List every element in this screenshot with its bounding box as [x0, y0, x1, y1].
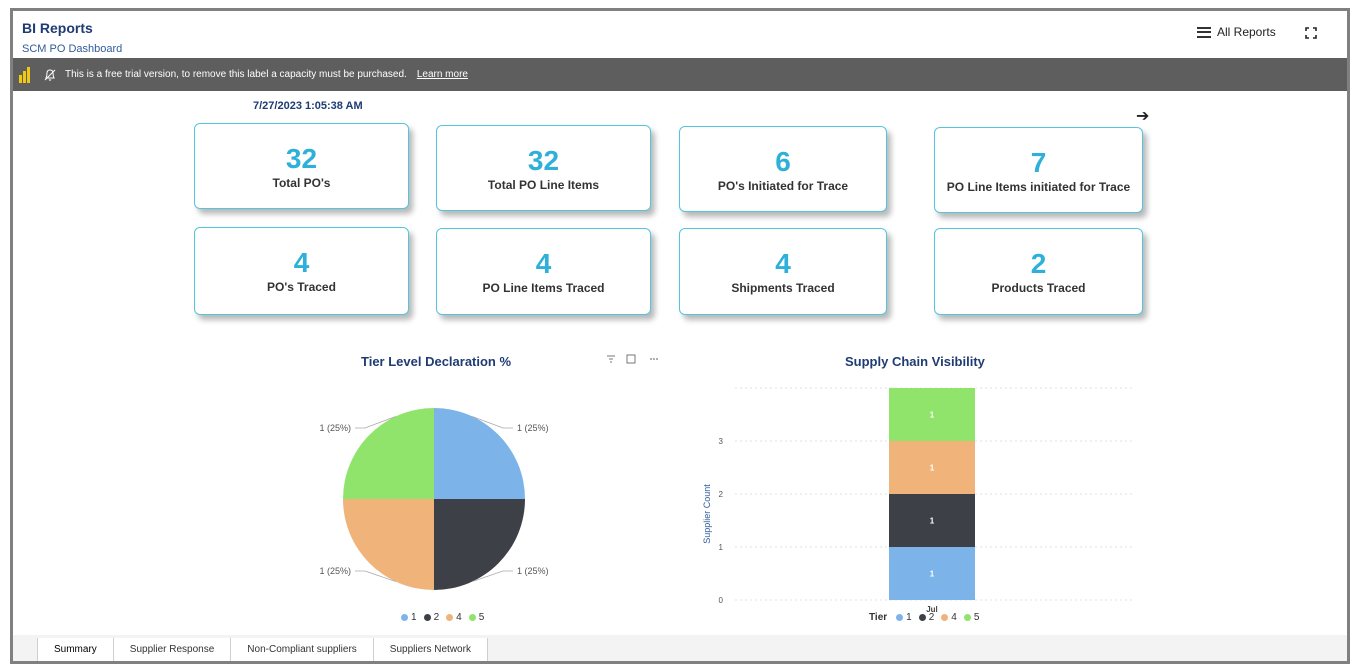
- filter-icon: [607, 355, 615, 363]
- kpi-label: PO's Traced: [267, 280, 336, 294]
- bar-segment-tier-4: [889, 441, 975, 494]
- legend-dot: [918, 614, 926, 621]
- trial-banner: This is a free trial version, to remove …: [13, 58, 1347, 91]
- legend-dot: [941, 614, 949, 621]
- tier-level-chart-panel[interactable]: Tier Level Declaration % 1 (25%) 1 (25%) 1…: [201, 348, 667, 633]
- kpi-value: 32: [527, 145, 560, 176]
- visual-header-icons[interactable]: [605, 354, 665, 366]
- legend-dot: [963, 614, 971, 621]
- kpi-value: 4: [535, 248, 552, 279]
- bar-data-label: 1: [930, 464, 935, 473]
- stacked-bar-chart: 0 1 2 3 Supplier Count 1 1 1 1 Jul: [702, 387, 1135, 614]
- pie-data-label: 1 (25%): [319, 423, 351, 433]
- legend-label: 1: [906, 612, 912, 623]
- y-tick-label: 0: [719, 596, 724, 605]
- kpi-value: 32: [285, 143, 318, 174]
- report-name[interactable]: SCM PO Dashboard: [22, 43, 123, 55]
- kpi-value: 4: [293, 247, 310, 278]
- pie-slice-2: [434, 499, 525, 590]
- arrow-right-icon[interactable]: ➔: [1136, 108, 1150, 125]
- kpi-label: PO Line Items Traced: [482, 281, 605, 295]
- legend-label: 5: [973, 612, 980, 623]
- chart-title: Supply Chain Visibility: [845, 354, 985, 369]
- kpi-card-products-traced[interactable]: 2 Products Traced: [934, 228, 1143, 315]
- y-axis-label: Supplier Count: [702, 484, 712, 544]
- kpi-value: 6: [775, 146, 791, 177]
- tab-suppliers-network[interactable]: Suppliers Network: [373, 638, 488, 661]
- kpi-card-po-line-items-traced[interactable]: 4 PO Line Items Traced: [436, 228, 651, 315]
- fullscreen-icon[interactable]: [1305, 27, 1317, 39]
- pie-legend: 1 2 4 5: [397, 612, 484, 623]
- legend-dot: [401, 614, 408, 621]
- pie-leader-line: [472, 416, 513, 429]
- kpi-value: 4: [775, 248, 791, 279]
- bar-segment-tier-2: [889, 494, 975, 547]
- kpi-label: Shipments Traced: [731, 281, 835, 295]
- bar-data-label: 1: [930, 517, 935, 526]
- legend-label: 2: [433, 612, 440, 623]
- bar-legend: Tier 1 2 4 5: [869, 612, 979, 623]
- kpi-label: Total PO's: [272, 176, 331, 190]
- page-tabs: Summary Supplier Response Non-Compliant …: [37, 638, 488, 661]
- pie-data-label: 1 (25%): [319, 566, 351, 576]
- legend-dot: [446, 614, 454, 621]
- kpi-card-total-po-line-items[interactable]: 32 Total PO Line Items: [436, 125, 651, 211]
- legend-dot: [423, 614, 431, 621]
- y-tick-label: 2: [719, 490, 724, 499]
- tab-non-compliant-suppliers[interactable]: Non-Compliant suppliers: [231, 638, 374, 661]
- pie-data-label: 1 (25%): [517, 423, 549, 433]
- legend-label: 2: [928, 612, 935, 623]
- all-reports-button[interactable]: All Reports: [1197, 25, 1276, 39]
- kpi-card-total-pos[interactable]: 32 Total PO's: [194, 123, 409, 209]
- bell-icon: [44, 68, 56, 81]
- supply-chain-chart-panel[interactable]: Supply Chain Visibility 0 1 2 3 Supplier Cou…: [695, 348, 1145, 633]
- pie-slice-4: [343, 499, 434, 590]
- legend-label: 4: [456, 612, 462, 623]
- y-tick-label: 1: [719, 543, 724, 552]
- legend-label: 5: [478, 612, 485, 623]
- bar-data-label: 1: [930, 411, 935, 420]
- legend-dot: [468, 614, 476, 621]
- more-options-icon: [650, 358, 658, 360]
- pie-chart: 1 (25%) 1 (25%) 1 (25%) 1 (25%): [319, 408, 549, 590]
- y-tick-label: 3: [719, 437, 724, 446]
- refresh-timestamp: 7/27/2023 1:05:38 AM: [253, 100, 363, 112]
- kpi-card-pos-initiated[interactable]: 6 PO's Initiated for Trace: [679, 126, 887, 212]
- kpi-label: PO's Initiated for Trace: [717, 179, 849, 193]
- app-title: BI Reports: [22, 20, 93, 36]
- bar-segment-tier-5: [889, 388, 975, 441]
- kpi-card-pos-traced[interactable]: 4 PO's Traced: [194, 227, 409, 315]
- trial-message: This is a free trial version, to remove …: [65, 69, 407, 80]
- bar-segment-tier-1: [889, 547, 975, 600]
- legend-label: 1: [411, 612, 417, 623]
- bar-data-label: 1: [930, 570, 935, 579]
- tab-summary[interactable]: Summary: [37, 638, 114, 661]
- kpi-card-po-line-items-initiated[interactable]: 7 PO Line Items initiated for Trace: [934, 127, 1143, 213]
- kpi-value: 2: [1030, 248, 1047, 279]
- menu-icon: [1197, 26, 1211, 38]
- focus-mode-icon: [626, 354, 636, 364]
- powerbi-logo-icon: [19, 66, 31, 83]
- kpi-label: Total PO Line Items: [487, 178, 600, 192]
- report-frame: BI Reports SCM PO Dashboard All Reports …: [10, 8, 1350, 664]
- kpi-label: Products Traced: [991, 281, 1086, 295]
- kpi-label: PO Line Items initiated for Trace: [946, 180, 1131, 194]
- chart-title: Tier Level Declaration %: [361, 354, 512, 369]
- legend-label: 4: [951, 612, 957, 623]
- pie-data-label: 1 (25%): [517, 566, 549, 576]
- kpi-card-shipments-traced[interactable]: 4 Shipments Traced: [679, 228, 887, 315]
- pie-leader-line: [472, 570, 513, 582]
- pie-leader-line: [355, 416, 396, 429]
- x-tick-label: Jul: [926, 605, 938, 614]
- learn-more-link[interactable]: Learn more: [416, 69, 468, 80]
- pie-slice-1: [434, 408, 525, 499]
- legend-title: Tier: [869, 612, 888, 623]
- kpi-value: 7: [1030, 147, 1047, 178]
- pie-leader-line: [355, 570, 396, 582]
- all-reports-label: All Reports: [1217, 25, 1276, 39]
- pie-slice-5: [343, 408, 434, 499]
- tab-supplier-response[interactable]: Supplier Response: [113, 638, 232, 661]
- legend-dot: [896, 614, 904, 621]
